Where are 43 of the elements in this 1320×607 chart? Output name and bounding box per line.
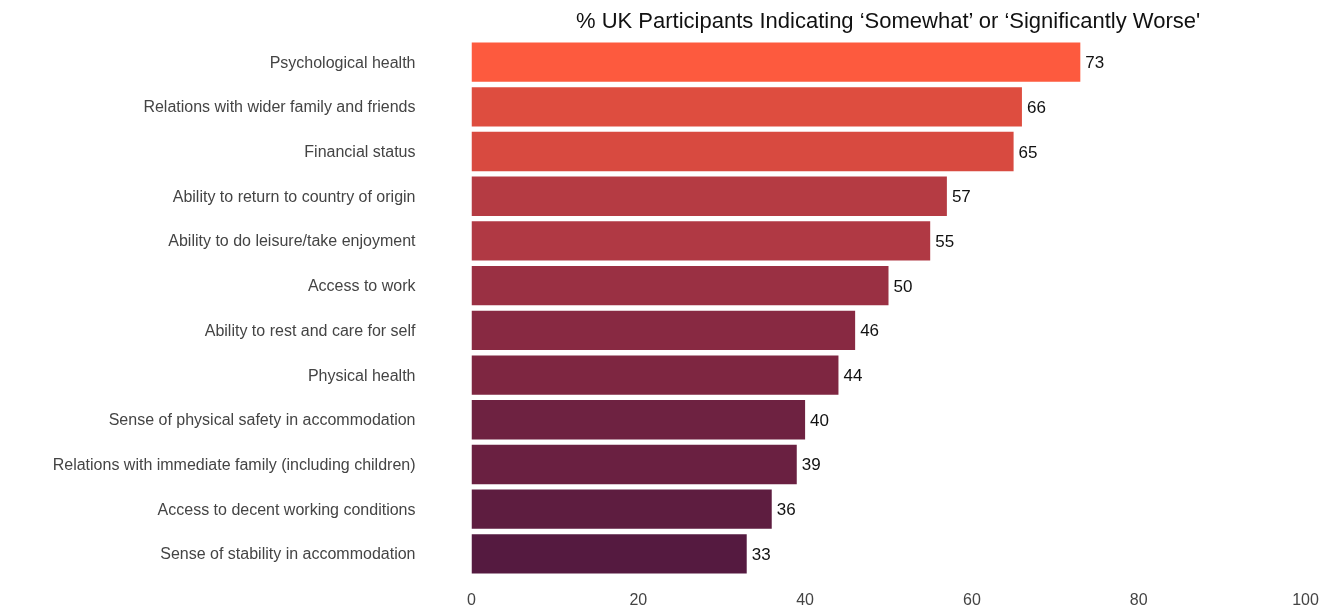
- x-tick-label: 100: [1292, 590, 1319, 607]
- y-tick-label: Sense of stability in accommodation: [160, 545, 416, 563]
- x-tick-label: 80: [1129, 590, 1148, 607]
- y-tick-label: Financial status: [304, 143, 416, 161]
- bar: [471, 355, 839, 395]
- y-tick-label: Ability to rest and care for self: [204, 321, 417, 339]
- bar: [471, 489, 772, 529]
- chart-title: % UK Participants Indicating ‘Somewhat’ or ‘Significantly Worse': [576, 7, 1201, 33]
- x-tick-label: 0: [467, 590, 477, 607]
- bar: [471, 87, 1022, 127]
- data-label: 40: [810, 410, 830, 430]
- data-label: 46: [860, 321, 880, 341]
- data-label: 73: [1085, 53, 1105, 73]
- data-label: 50: [893, 276, 913, 296]
- bar: [471, 131, 1014, 172]
- bar: [471, 221, 931, 261]
- data-label: 55: [935, 231, 955, 251]
- data-label: 36: [776, 500, 796, 520]
- y-tick-label: Ability to return to country of origin: [172, 187, 416, 205]
- y-tick-label: Psychological health: [269, 53, 416, 71]
- data-label: 65: [1018, 142, 1038, 162]
- bar: [471, 310, 856, 351]
- bar: [471, 42, 1081, 82]
- data-label: 66: [1026, 97, 1046, 117]
- bar: [471, 265, 889, 306]
- x-tick-label: 60: [963, 590, 981, 607]
- y-tick-label: Access to decent working conditions: [157, 500, 416, 518]
- x-tick-label: 20: [629, 590, 648, 607]
- bar: [471, 444, 797, 485]
- y-tick-label: Access to work: [307, 277, 417, 295]
- data-label: 44: [843, 366, 863, 386]
- bar: [471, 400, 806, 440]
- bar: [471, 176, 947, 216]
- data-label: 39: [801, 455, 821, 475]
- x-tick-label: 40: [796, 590, 815, 607]
- y-tick-label: Relations with wider family and friends: [143, 98, 416, 116]
- data-label: 57: [951, 187, 971, 207]
- y-tick-label: Physical health: [307, 366, 416, 384]
- data-label: 33: [751, 544, 771, 564]
- y-tick-label: Sense of physical safety in accommodation: [108, 411, 416, 429]
- bar: [471, 534, 747, 574]
- y-tick-label: Relations with immediate family (including children): [52, 455, 416, 473]
- y-tick-label: Ability to do leisure/take enjoyment: [168, 232, 417, 250]
